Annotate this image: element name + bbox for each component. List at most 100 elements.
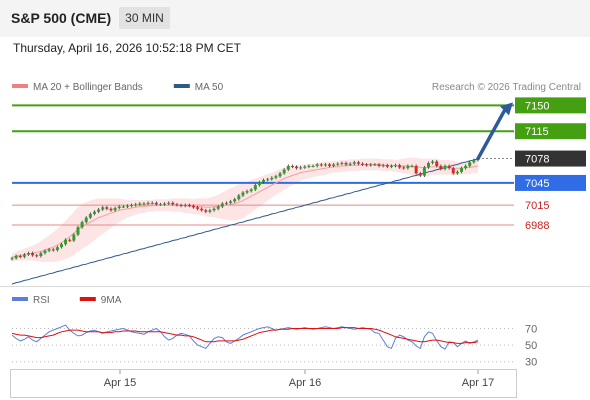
- time-label-1: Apr 16: [289, 377, 321, 389]
- candle-body: [319, 164, 323, 166]
- candle-body: [146, 202, 150, 204]
- candle-body: [262, 179, 266, 183]
- rsi-series-0: [11, 324, 479, 350]
- candle-body: [59, 244, 63, 248]
- level-label-7115: 7115: [525, 126, 549, 138]
- candle-body: [352, 162, 356, 164]
- candle-body: [455, 171, 459, 174]
- candle-body: [47, 249, 51, 251]
- time-label-2: Apr 17: [462, 377, 494, 389]
- candle-body: [377, 164, 381, 166]
- candle-body: [311, 165, 315, 167]
- candle-body: [72, 234, 76, 241]
- candle-body: [105, 207, 109, 209]
- candle-body: [224, 202, 228, 204]
- rsi-series-1: [11, 327, 479, 344]
- level-label-7015: 7015: [525, 200, 549, 212]
- candle-body: [369, 164, 373, 166]
- ma50-line: [11, 158, 479, 285]
- candle-body: [447, 165, 451, 169]
- level-badge-7078: [515, 150, 586, 167]
- bollinger-band: [12, 157, 478, 262]
- rsi-legend-label-0: RSI: [33, 295, 50, 306]
- candle-body: [398, 165, 402, 168]
- candle-body: [196, 207, 200, 209]
- candle-body: [336, 163, 340, 165]
- candle-body: [220, 203, 224, 207]
- candle-body: [245, 191, 249, 193]
- candle-body: [208, 210, 212, 212]
- candle-body: [356, 162, 360, 164]
- candle-body: [389, 165, 393, 167]
- candle-body: [472, 160, 476, 163]
- candle-body: [68, 239, 72, 241]
- candle-body: [31, 253, 35, 256]
- level-badge-7115: [515, 123, 586, 140]
- timeframe-button[interactable]: 30 MIN: [119, 7, 170, 29]
- candle-body: [26, 253, 30, 255]
- candle-body: [443, 165, 447, 169]
- candle-body: [88, 213, 92, 218]
- level-label-7150: 7150: [525, 100, 549, 112]
- projection-arrowhead: [500, 102, 513, 116]
- candle-body: [468, 162, 472, 166]
- candle-body: [39, 253, 43, 257]
- candle-body: [315, 164, 319, 166]
- candle-body: [84, 217, 88, 223]
- candle-body: [109, 208, 113, 211]
- candle-body: [43, 250, 47, 254]
- candle-body: [200, 208, 204, 211]
- candle-body: [97, 209, 101, 212]
- candle-body: [233, 199, 237, 202]
- candle-body: [385, 165, 389, 167]
- candle-body: [125, 205, 129, 207]
- level-label-7078: 7078: [525, 154, 549, 166]
- rsi-tick-30: 30: [525, 357, 537, 369]
- candle-body: [332, 164, 336, 166]
- candle-body: [113, 208, 117, 211]
- candle-body: [344, 162, 348, 165]
- candle-body: [427, 162, 431, 168]
- candle-body: [278, 173, 282, 177]
- candle-body: [171, 202, 175, 205]
- candle-body: [274, 176, 278, 178]
- candle-body: [183, 205, 187, 207]
- rsi-legend-label-1: 9MA: [101, 295, 122, 306]
- candle-body: [394, 165, 398, 167]
- candle-body: [18, 256, 22, 258]
- candle-body: [406, 165, 410, 169]
- candle-body: [402, 167, 406, 169]
- instrument-title: S&P 500 (CME): [11, 10, 112, 26]
- chart-datetime: Thursday, April 16, 2026 10:52:18 PM CET: [13, 41, 241, 55]
- candle-body: [303, 166, 307, 168]
- legend-label-0: MA 20 + Bollinger Bands: [33, 82, 143, 93]
- candle-body: [14, 256, 18, 259]
- candle-body: [101, 207, 105, 210]
- candle-body: [381, 165, 385, 167]
- candle-body: [130, 205, 134, 207]
- candle-body: [212, 208, 216, 211]
- candle-body: [154, 202, 158, 205]
- candle-body: [282, 169, 286, 174]
- candle-body: [439, 165, 443, 169]
- candle-body: [290, 165, 294, 167]
- candle-body: [204, 210, 208, 212]
- legend-label-1: MA 50: [195, 82, 224, 93]
- candle-body: [158, 204, 162, 206]
- chart-credit: Research © 2026 Trading Central: [432, 82, 581, 93]
- candle-body: [35, 255, 39, 257]
- candle-body: [299, 167, 303, 169]
- candle-body: [365, 164, 369, 166]
- candle-body: [10, 258, 14, 260]
- candle-body: [142, 203, 146, 205]
- candle-body: [76, 227, 80, 235]
- candle-body: [80, 222, 84, 228]
- candle-body: [295, 166, 299, 169]
- candle-body: [340, 162, 344, 164]
- legend-swatch-1: [173, 84, 190, 88]
- projection-arrow: [476, 109, 506, 161]
- candle-body: [431, 161, 435, 163]
- rsi-tick-70: 70: [525, 323, 537, 335]
- level-badge-7150: [515, 97, 586, 114]
